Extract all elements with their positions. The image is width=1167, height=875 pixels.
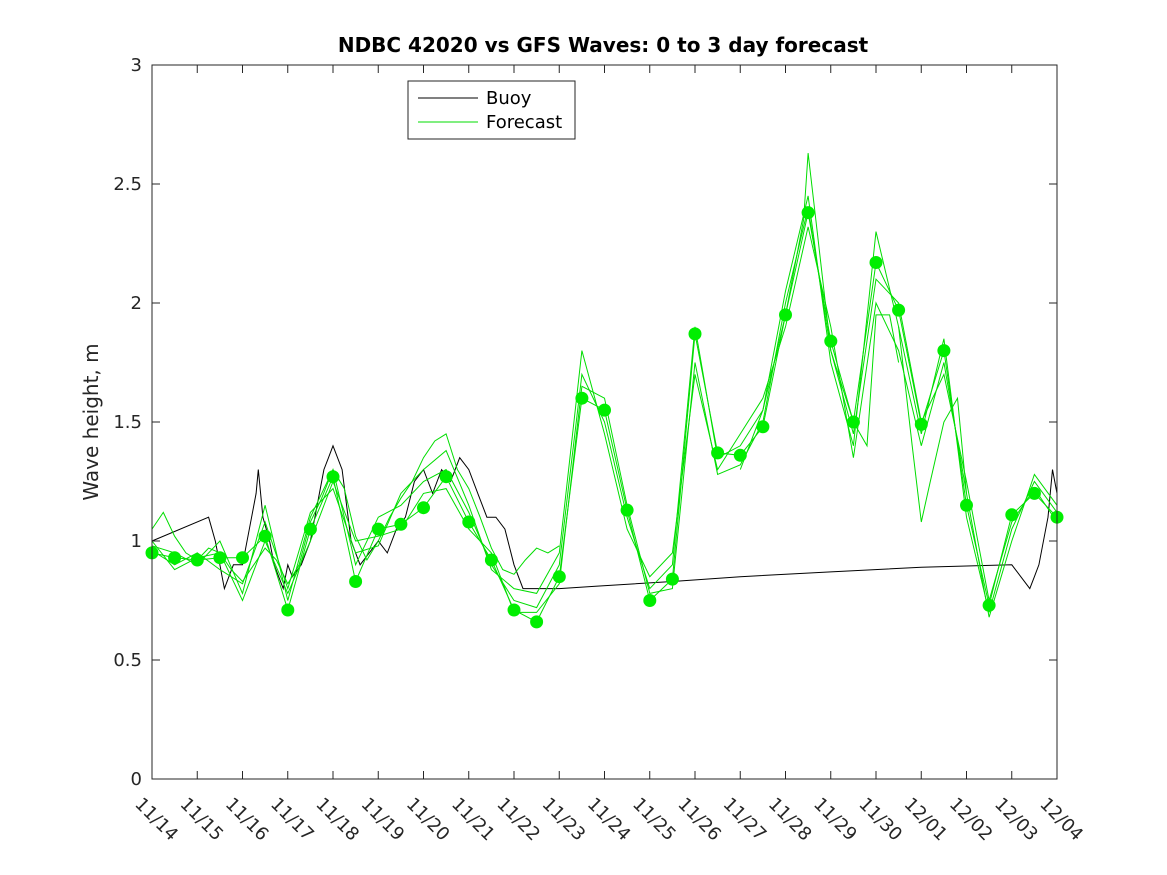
x-tick-label: 11/26 bbox=[673, 794, 725, 846]
y-tick-label: 2.5 bbox=[113, 174, 142, 195]
x-tick-label: 11/30 bbox=[854, 794, 906, 846]
forecast-point bbox=[824, 334, 838, 348]
x-tick-label: 11/24 bbox=[583, 794, 635, 846]
x-tick-label: 11/29 bbox=[809, 794, 861, 846]
forecast-point bbox=[643, 594, 657, 607]
forecast-point bbox=[688, 327, 702, 341]
forecast-run-line-6 bbox=[898, 326, 967, 523]
legend-box bbox=[407, 80, 576, 140]
forecast-point bbox=[665, 572, 679, 586]
x-tick-label: 11/20 bbox=[402, 794, 454, 846]
forecast-point bbox=[507, 603, 521, 617]
forecast-point bbox=[982, 598, 996, 612]
forecast-point bbox=[620, 503, 634, 517]
forecast-point bbox=[530, 615, 544, 629]
forecast-run-line-4 bbox=[151, 207, 1058, 613]
x-tick-label: 11/23 bbox=[538, 794, 590, 846]
legend-forecast-label: Forecast bbox=[486, 112, 562, 133]
x-tick-label: 11/22 bbox=[492, 794, 544, 846]
forecast-point bbox=[190, 553, 204, 567]
forecast-point bbox=[236, 551, 249, 565]
y-tick-label: 3 bbox=[131, 55, 142, 76]
forecast-point bbox=[371, 522, 385, 536]
forecast-point bbox=[937, 344, 951, 358]
x-tick-label: 11/28 bbox=[764, 794, 816, 846]
forecast-point bbox=[168, 551, 182, 565]
legend: Buoy Forecast bbox=[407, 80, 576, 140]
forecast-point bbox=[846, 415, 860, 429]
forecast-point bbox=[801, 206, 815, 220]
forecast-point bbox=[326, 470, 340, 484]
forecast-point bbox=[552, 570, 566, 584]
x-tick-label: 12/03 bbox=[990, 794, 1042, 846]
x-tick-label: 12/04 bbox=[1035, 794, 1087, 846]
forecast-point bbox=[303, 522, 317, 536]
y-tick-label: 1.5 bbox=[113, 412, 142, 433]
y-tick-label: 1 bbox=[131, 531, 142, 552]
forecast-point bbox=[779, 308, 792, 322]
forecast-point bbox=[462, 515, 476, 529]
forecast-point bbox=[417, 501, 430, 515]
x-tick-label: 12/02 bbox=[945, 794, 997, 846]
y-tick-label: 0 bbox=[131, 769, 142, 790]
x-tick-label: 11/15 bbox=[176, 794, 228, 846]
forecast-point bbox=[213, 551, 227, 565]
x-tick-label: 11/17 bbox=[266, 794, 318, 846]
forecast-run-line-3 bbox=[151, 226, 1058, 618]
x-tick-label: 11/21 bbox=[447, 794, 499, 846]
forecast-point bbox=[258, 529, 272, 543]
forecast-point bbox=[960, 498, 973, 512]
forecast-run-line-5 bbox=[739, 153, 900, 470]
forecast-point bbox=[914, 417, 928, 431]
forecast-run-line-2 bbox=[151, 195, 1058, 613]
y-tick-label: 2 bbox=[131, 293, 142, 314]
x-tick-label: 11/14 bbox=[130, 794, 182, 846]
forecast-point bbox=[892, 303, 906, 317]
legend-buoy-label: Buoy bbox=[486, 88, 532, 109]
forecast-point bbox=[1005, 508, 1019, 522]
y-axis-label: Wave height, m bbox=[79, 343, 103, 500]
y-tick-label: 0.5 bbox=[113, 650, 142, 671]
forecast-point bbox=[733, 448, 747, 462]
forecast-point bbox=[598, 403, 611, 417]
x-tick-label: 11/27 bbox=[719, 794, 771, 846]
x-tick-label: 11/18 bbox=[311, 794, 363, 846]
forecast-point bbox=[439, 470, 453, 484]
forecast-point bbox=[349, 575, 363, 588]
forecast-point bbox=[869, 256, 883, 269]
forecast-point bbox=[484, 553, 498, 567]
chart-title: NDBC 42020 vs GFS Waves: 0 to 3 day fore… bbox=[338, 33, 869, 57]
forecast-point bbox=[1027, 486, 1041, 500]
forecast-point bbox=[711, 446, 725, 460]
forecast-point bbox=[575, 391, 589, 405]
x-tick-label: 12/01 bbox=[900, 794, 952, 846]
x-tick-label: 11/16 bbox=[221, 794, 273, 846]
x-tick-label: 11/19 bbox=[357, 794, 409, 846]
x-tick-label: 11/25 bbox=[628, 794, 680, 846]
forecast-point bbox=[394, 517, 408, 531]
forecast-point bbox=[281, 603, 295, 617]
forecast-point bbox=[756, 420, 770, 434]
